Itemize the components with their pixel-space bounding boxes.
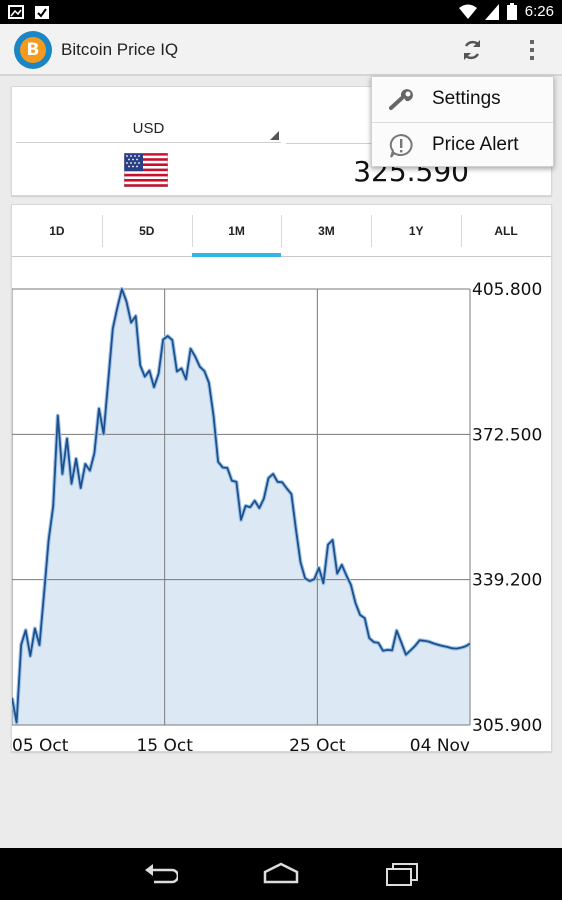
menu-item-label: Settings xyxy=(432,88,501,109)
status-bar: 6:26 xyxy=(0,0,562,24)
price-divider xyxy=(286,143,406,144)
image-icon xyxy=(8,4,24,20)
tab-all[interactable]: ALL xyxy=(461,205,551,256)
chart-card: 1D 5D 1M 3M 1Y ALL 405.800 372.500 339.200… xyxy=(11,204,552,752)
menu-item-settings[interactable]: Settings xyxy=(372,77,553,122)
tab-1d[interactable]: 1D xyxy=(49,224,65,238)
menu-item-price-alert[interactable]: Price Alert xyxy=(372,122,553,167)
signal-icon xyxy=(484,3,499,20)
recent-apps-icon[interactable] xyxy=(385,862,419,886)
price-chart: 405.800 372.500 339.200 305.900 05 Oct 15 Oct… xyxy=(12,280,542,751)
action-bar: B Bitcoin Price IQ xyxy=(0,24,562,76)
spinner-arrow-icon xyxy=(270,131,279,140)
home-icon[interactable] xyxy=(263,862,299,884)
tab-5d[interactable]: 5D xyxy=(101,205,192,256)
x-tick-label: 25 Oct xyxy=(289,736,346,751)
bitcoin-logo-icon[interactable]: B xyxy=(14,31,52,69)
y-tick-label: 339.200 xyxy=(472,571,542,591)
range-tabs: 1D 5D 1M 3M 1Y ALL xyxy=(12,205,551,257)
us-flag-icon xyxy=(123,152,169,188)
wrench-icon xyxy=(388,87,414,113)
menu-item-label: Price Alert xyxy=(432,134,519,155)
battery-icon xyxy=(506,3,517,20)
back-icon[interactable] xyxy=(144,862,178,884)
tab-1m[interactable]: 1M xyxy=(191,205,282,257)
overflow-menu: Settings Price Alert xyxy=(371,76,554,167)
y-tick-label: 405.800 xyxy=(472,280,542,300)
logo-letter: B xyxy=(20,37,46,63)
alert-bubble-icon xyxy=(388,133,414,159)
x-tick-label: 15 Oct xyxy=(136,736,193,751)
currency-code: USD xyxy=(132,120,165,137)
app-title: Bitcoin Price IQ xyxy=(61,40,179,59)
y-tick-label: 305.900 xyxy=(472,716,542,736)
price-area xyxy=(12,289,470,725)
price-line xyxy=(12,288,471,724)
overflow-menu-icon[interactable] xyxy=(522,36,542,64)
wifi-icon xyxy=(458,4,477,20)
currency-spinner[interactable]: USD xyxy=(16,115,281,143)
refresh-icon[interactable] xyxy=(458,36,486,64)
tab-1y[interactable]: 1Y xyxy=(371,205,461,256)
tab-3m[interactable]: 3M xyxy=(281,205,371,256)
navigation-bar xyxy=(0,848,562,900)
y-tick-label: 372.500 xyxy=(472,425,542,445)
x-tick-label: 05 Oct xyxy=(12,736,69,751)
checkbox-icon xyxy=(34,4,50,20)
clock-time: 6:26 xyxy=(524,3,554,20)
x-tick-label: 04 Nov xyxy=(410,736,470,751)
